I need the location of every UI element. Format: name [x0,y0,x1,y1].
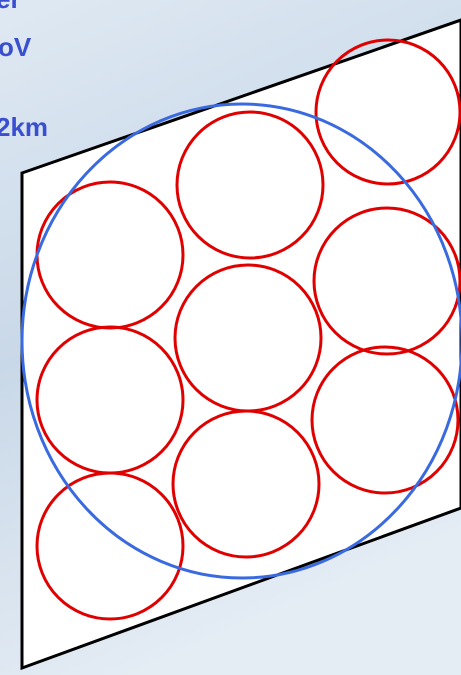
beam [312,206,461,356]
beam [310,345,460,495]
beam [175,110,325,260]
panel [20,18,461,671]
label: oV [0,32,32,62]
coverage-circle [20,102,461,580]
label: er [0,0,21,14]
label: 2km [0,112,48,142]
beam [35,471,185,621]
beam [314,38,461,186]
beam [171,409,321,559]
